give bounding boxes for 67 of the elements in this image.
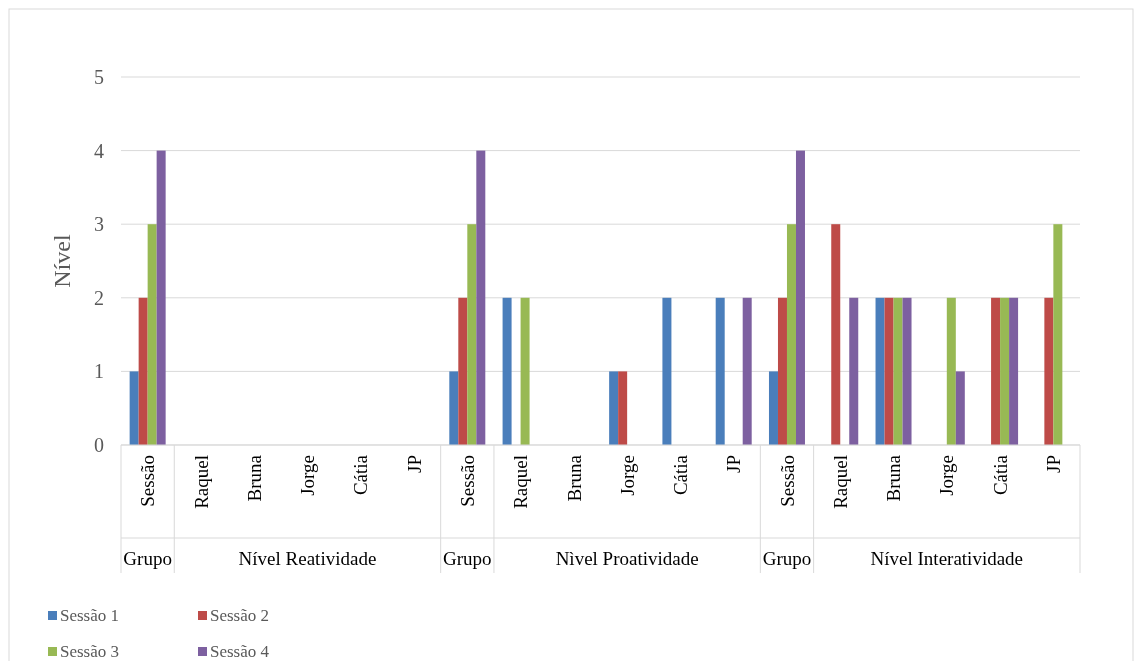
- bar: [768, 371, 778, 445]
- text: Grupo: [443, 548, 492, 569]
- bar: [991, 297, 1001, 445]
- x-tick-label: Cátia: [989, 454, 1011, 496]
- y-tick-label: 3: [94, 213, 104, 236]
- text: Nível Reatividade: [238, 548, 377, 569]
- text: Nìvel Proatividade: [555, 548, 699, 569]
- bar: [662, 297, 672, 445]
- x-tick-label: Raquel: [829, 455, 851, 509]
- y-axis-title: Nível: [49, 234, 75, 288]
- bar: [946, 297, 956, 445]
- legend-label: Sessão 3: [60, 641, 120, 661]
- x-tick-label: Sessão: [137, 455, 159, 507]
- legend-label: Sessão 4: [210, 641, 270, 661]
- bar: [1053, 224, 1063, 445]
- bar: [902, 297, 912, 445]
- bar: [875, 297, 885, 445]
- bar: [520, 297, 530, 445]
- y-tick-label: 4: [94, 139, 104, 162]
- bar: [1000, 297, 1010, 445]
- bar: [955, 371, 965, 445]
- x-tick-label: Cátia: [350, 454, 372, 496]
- x-tick-label: Bruna: [243, 454, 265, 502]
- bar: [1009, 297, 1019, 445]
- bar: [1044, 297, 1054, 445]
- bar: [138, 297, 148, 445]
- y-tick-label: 2: [94, 286, 104, 309]
- x-tick-label: Sessão: [776, 455, 798, 507]
- bar: [129, 371, 139, 445]
- x-tick-label: Bruna: [883, 454, 905, 502]
- bar: [777, 297, 787, 445]
- bar: [449, 371, 459, 445]
- x-tick-label: Sessão: [456, 455, 478, 507]
- y-tick-label: 1: [94, 360, 104, 383]
- y-tick-label: 5: [94, 66, 104, 88]
- bar: [147, 224, 157, 445]
- x-tick-label: Jorge: [297, 455, 319, 496]
- bar: [609, 371, 619, 445]
- x-tick-label: Raquel: [510, 455, 532, 509]
- x-tick-label: Jorge: [616, 455, 638, 496]
- bar: [795, 150, 805, 445]
- x-tick-label: Cátia: [670, 454, 692, 496]
- x-tick-label: JP: [723, 455, 745, 473]
- x-tick-label: Raquel: [190, 455, 212, 509]
- bar: [893, 297, 903, 445]
- bar: [467, 224, 477, 445]
- legend-label: Sessão 1: [60, 605, 120, 625]
- x-tick-label: Jorge: [936, 455, 958, 496]
- bar: [786, 224, 796, 445]
- bar: [476, 150, 486, 445]
- x-tick-label: JP: [403, 455, 425, 473]
- bar: [502, 297, 512, 445]
- bar: [156, 150, 166, 445]
- text: Grupo: [762, 548, 812, 569]
- legend-label: Sessão 2: [210, 605, 270, 625]
- bar: [831, 224, 841, 445]
- x-tick-label: JP: [1043, 455, 1065, 473]
- bar: [715, 297, 725, 445]
- bar: [458, 297, 468, 445]
- text: Nível Interatividade: [870, 548, 1024, 569]
- text: Grupo: [123, 548, 172, 569]
- bar: [742, 297, 752, 445]
- bar: [618, 371, 628, 445]
- y-tick-label: 0: [94, 434, 104, 456]
- x-tick-label: Bruna: [563, 454, 585, 502]
- bar: [884, 297, 894, 445]
- bar: [849, 297, 859, 445]
